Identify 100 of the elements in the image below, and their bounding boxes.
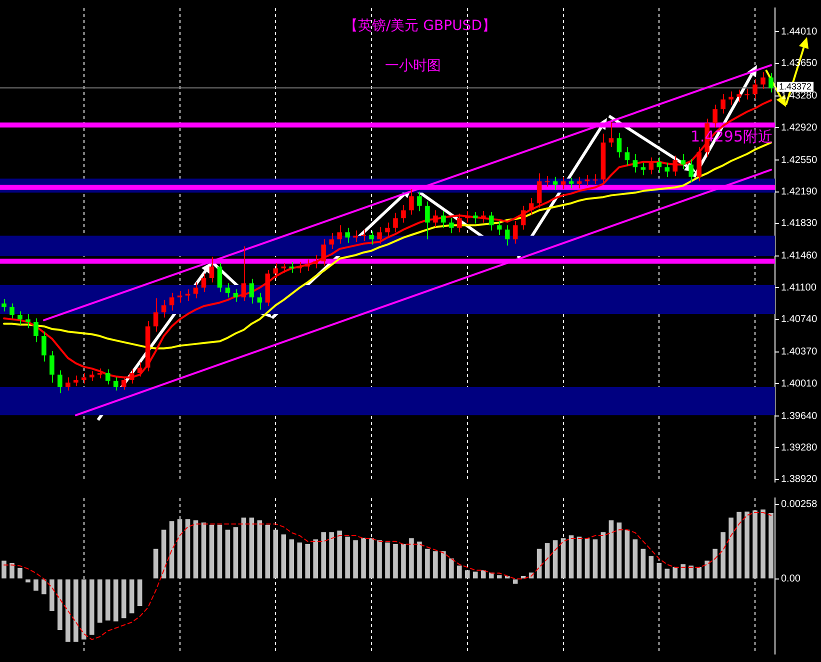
candlestick [568, 177, 574, 189]
bar [401, 544, 406, 578]
candlestick [153, 298, 158, 332]
bar [592, 539, 598, 578]
bar [209, 524, 214, 578]
bar [161, 530, 166, 578]
bar [249, 518, 254, 578]
candlestick [728, 91, 734, 106]
bar [153, 548, 158, 578]
candlestick [313, 254, 318, 269]
candlestick [712, 104, 718, 128]
bar [608, 520, 614, 578]
candlestick [217, 262, 222, 293]
candlestick [393, 212, 398, 233]
candlestick [193, 282, 198, 299]
y-tick-label: 1.42920 [781, 122, 818, 134]
candlestick [457, 213, 462, 233]
text: 【英镑/美元 GBPUSD】 [344, 18, 496, 34]
bar [321, 532, 326, 578]
candlestick [105, 368, 110, 385]
candlestick [18, 310, 22, 326]
candlestick [361, 229, 366, 242]
candlestick [58, 370, 62, 394]
y-tick-label: 1.41100 [781, 282, 817, 294]
candlestick [736, 89, 742, 103]
bar [752, 510, 758, 578]
candlestick [10, 302, 14, 319]
candlestick [297, 262, 302, 274]
bar [377, 540, 382, 578]
bar [66, 579, 70, 642]
bar [704, 560, 710, 578]
y-tick-label: 1.39280 [781, 442, 818, 454]
y-tick-label: 1.42190 [781, 186, 818, 198]
bar [305, 544, 310, 578]
bar [712, 548, 718, 578]
bar [720, 532, 726, 578]
candlestick [161, 299, 166, 318]
candlestick [2, 298, 6, 312]
bar [50, 579, 54, 611]
candlestick [760, 72, 766, 90]
bar [441, 551, 446, 578]
candlestick [74, 375, 78, 387]
bar [552, 540, 558, 578]
candlestick [377, 226, 382, 244]
candlestick [209, 256, 214, 283]
bar [26, 579, 30, 582]
candlestick [34, 318, 38, 343]
candlestick [26, 314, 30, 329]
bar [393, 544, 398, 578]
y-tick-label: 1.40370 [781, 346, 818, 358]
bar [409, 538, 414, 578]
bar [169, 521, 174, 578]
bar [185, 519, 190, 578]
candlestick [281, 262, 286, 274]
candlestick [273, 262, 278, 278]
candlestick [337, 224, 342, 244]
bar [496, 575, 502, 578]
y-tick-label: 1.39640 [781, 410, 818, 422]
bar [728, 518, 734, 578]
candlestick [42, 331, 46, 362]
candlestick [249, 278, 254, 304]
bar [273, 530, 278, 578]
y-tick-label: 0.00 [781, 574, 801, 585]
y-tick-label: 0.00258 [781, 499, 818, 510]
bar [425, 548, 430, 578]
candlestick [496, 220, 502, 236]
candlestick [225, 282, 230, 298]
bar [736, 512, 742, 578]
y-tick-label: 1.41460 [781, 250, 818, 262]
candlestick [305, 259, 310, 272]
bar [89, 579, 94, 635]
candlestick [345, 227, 350, 244]
bar [42, 579, 46, 594]
bar [289, 539, 294, 578]
bar [457, 566, 462, 578]
bar [760, 510, 766, 578]
candlestick [417, 191, 422, 212]
bar [297, 542, 302, 578]
candlestick [664, 162, 670, 178]
ref-line-label: 1.43372 [779, 81, 812, 92]
candlestick [744, 88, 750, 100]
candlestick [632, 153, 638, 173]
candlestick [768, 72, 774, 93]
bar [417, 542, 422, 578]
candlestick [552, 176, 558, 191]
bar [576, 536, 582, 578]
bar [345, 536, 350, 578]
candlestick [385, 222, 390, 238]
bar [137, 579, 142, 606]
candlestick [560, 176, 566, 190]
bar [225, 530, 230, 578]
bar [353, 540, 358, 578]
bar [177, 519, 182, 578]
candlestick [752, 78, 758, 100]
bar [129, 579, 134, 614]
candlestick [472, 212, 478, 224]
bar [241, 518, 246, 578]
bar [568, 535, 574, 578]
candlestick [50, 350, 54, 384]
line-series [3, 512, 772, 640]
